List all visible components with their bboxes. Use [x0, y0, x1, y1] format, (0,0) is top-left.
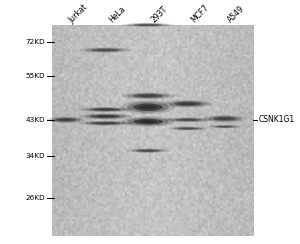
Ellipse shape: [139, 105, 157, 110]
Ellipse shape: [79, 107, 132, 112]
Ellipse shape: [47, 117, 85, 123]
Ellipse shape: [97, 122, 115, 124]
Ellipse shape: [180, 102, 196, 105]
Ellipse shape: [85, 108, 126, 112]
Ellipse shape: [182, 128, 194, 129]
Ellipse shape: [133, 103, 163, 111]
Ellipse shape: [51, 117, 81, 122]
Text: CSNK1G1: CSNK1G1: [259, 115, 295, 124]
Ellipse shape: [212, 125, 238, 128]
Ellipse shape: [79, 47, 132, 53]
Ellipse shape: [79, 113, 132, 119]
Ellipse shape: [141, 150, 155, 152]
Ellipse shape: [139, 95, 157, 97]
Ellipse shape: [133, 24, 163, 26]
Ellipse shape: [127, 93, 169, 98]
Ellipse shape: [136, 149, 160, 152]
Ellipse shape: [127, 118, 169, 126]
Ellipse shape: [180, 119, 196, 121]
Ellipse shape: [79, 121, 132, 126]
Ellipse shape: [215, 126, 234, 128]
Ellipse shape: [203, 115, 246, 122]
Ellipse shape: [173, 127, 202, 130]
Ellipse shape: [85, 48, 126, 52]
Ellipse shape: [139, 120, 157, 123]
Ellipse shape: [85, 121, 126, 125]
Text: 55KD: 55KD: [26, 73, 46, 79]
Ellipse shape: [127, 23, 169, 27]
Text: A549: A549: [226, 4, 246, 25]
FancyBboxPatch shape: [52, 26, 253, 236]
Text: 26KD: 26KD: [26, 194, 46, 201]
Text: HeLa: HeLa: [107, 5, 127, 25]
Ellipse shape: [127, 102, 169, 112]
Text: 293T: 293T: [149, 5, 170, 25]
Ellipse shape: [212, 117, 237, 121]
Ellipse shape: [121, 101, 175, 114]
Ellipse shape: [91, 122, 120, 125]
Text: 43KD: 43KD: [26, 117, 46, 123]
Text: 34KD: 34KD: [26, 153, 46, 159]
Ellipse shape: [169, 126, 207, 131]
Text: MCF7: MCF7: [189, 4, 211, 25]
Ellipse shape: [169, 101, 207, 107]
Ellipse shape: [85, 114, 126, 119]
Ellipse shape: [208, 125, 241, 128]
Text: Jurkat: Jurkat: [67, 2, 90, 25]
Ellipse shape: [121, 117, 175, 127]
Ellipse shape: [59, 119, 72, 121]
Ellipse shape: [219, 126, 230, 127]
Ellipse shape: [164, 100, 212, 108]
Ellipse shape: [139, 24, 157, 26]
Ellipse shape: [208, 116, 242, 122]
Ellipse shape: [218, 117, 232, 120]
Text: 72KD: 72KD: [26, 39, 46, 45]
Ellipse shape: [169, 118, 207, 122]
Ellipse shape: [133, 94, 163, 98]
Ellipse shape: [177, 127, 198, 130]
Ellipse shape: [174, 118, 201, 121]
Ellipse shape: [164, 117, 212, 122]
Ellipse shape: [55, 118, 76, 122]
Ellipse shape: [91, 115, 120, 118]
Ellipse shape: [133, 119, 163, 124]
Ellipse shape: [121, 92, 175, 99]
Ellipse shape: [97, 109, 115, 110]
Ellipse shape: [131, 149, 165, 152]
Ellipse shape: [121, 23, 175, 27]
Ellipse shape: [97, 115, 115, 117]
Ellipse shape: [174, 102, 201, 106]
Ellipse shape: [126, 148, 170, 153]
Ellipse shape: [97, 49, 115, 51]
Ellipse shape: [91, 108, 120, 111]
Ellipse shape: [91, 49, 120, 51]
